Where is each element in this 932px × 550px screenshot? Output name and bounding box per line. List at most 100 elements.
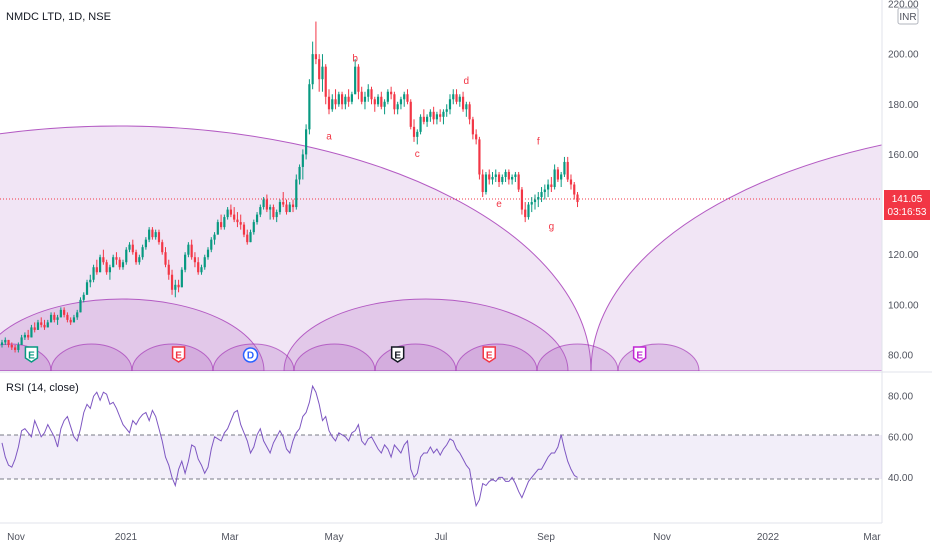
- event-badge[interactable]: E: [482, 346, 496, 363]
- candle-body: [233, 214, 236, 220]
- candle: [259, 204, 262, 218]
- candle: [53, 312, 56, 323]
- candle: [236, 212, 239, 228]
- candle: [422, 109, 425, 125]
- candle-body: [347, 96, 350, 102]
- wave-label: e: [496, 199, 502, 210]
- event-badge[interactable]: E: [171, 346, 186, 363]
- candle-body: [4, 339, 7, 343]
- candle: [115, 252, 118, 265]
- candle-body: [167, 264, 170, 275]
- candle-body: [412, 126, 416, 137]
- time-tick-label: Mar: [221, 532, 239, 543]
- candle: [69, 317, 72, 325]
- time-cycles-layer: [0, 125, 882, 371]
- candle-body: [180, 269, 183, 288]
- candle: [478, 136, 481, 180]
- candle: [282, 192, 285, 208]
- candle: [291, 199, 295, 213]
- candle: [157, 229, 161, 245]
- candle-body: [543, 189, 546, 193]
- candle-body: [265, 199, 268, 210]
- rsi-tick-label: 60.00: [888, 432, 913, 443]
- candle: [76, 309, 79, 320]
- event-badge-letter: D: [247, 351, 254, 362]
- candle-body: [311, 54, 314, 85]
- candle: [491, 171, 494, 185]
- candle: [167, 259, 170, 280]
- candle-body: [79, 299, 82, 313]
- candle: [174, 279, 177, 298]
- candle-body: [455, 94, 458, 102]
- rsi-band-fill: [0, 435, 882, 479]
- candle-body: [151, 229, 154, 238]
- currency-badge[interactable]: [897, 7, 919, 25]
- candle: [151, 227, 154, 240]
- rsi-tick-label: 80.00: [888, 392, 913, 403]
- candle-body: [569, 179, 573, 185]
- earnings-marker-icon: [632, 346, 647, 363]
- candle: [288, 202, 291, 213]
- candle-body: [95, 267, 98, 273]
- last-price-value: 141.05: [892, 194, 923, 205]
- candle: [95, 259, 98, 275]
- candle: [380, 91, 383, 110]
- candle-body: [409, 101, 412, 127]
- candle-body: [125, 249, 128, 263]
- time-tick-label: Nov: [653, 532, 671, 543]
- event-badge[interactable]: E: [390, 346, 405, 363]
- candle: [396, 101, 399, 115]
- candle: [350, 91, 353, 105]
- candle-body: [504, 171, 507, 177]
- candle: [569, 174, 573, 190]
- small-cycle-arc: [50, 343, 133, 371]
- event-badge[interactable]: D: [242, 347, 259, 363]
- candle-body: [174, 284, 177, 290]
- candle-body: [278, 202, 282, 213]
- candle-body: [514, 174, 517, 177]
- candle-body: [269, 207, 272, 210]
- chart-title: NMDC LTD, 1D, NSE: [6, 11, 111, 23]
- event-badge[interactable]: E: [24, 346, 39, 363]
- candle-body: [540, 192, 543, 198]
- candle: [30, 324, 33, 338]
- candle-body: [432, 111, 435, 120]
- candle: [334, 89, 337, 110]
- candle-body: [193, 257, 197, 263]
- candle-body: [337, 94, 340, 105]
- candle-body: [380, 96, 383, 107]
- candle-body: [517, 174, 520, 190]
- candle: [324, 64, 327, 105]
- event-badge-letter: E: [28, 351, 35, 362]
- candle-body: [85, 282, 89, 295]
- candle-body: [527, 204, 530, 218]
- candle-body: [236, 219, 239, 223]
- candle: [494, 169, 497, 182]
- rsi-tick-label: 40.00: [888, 473, 913, 484]
- candle-body: [422, 116, 425, 122]
- candle: [170, 269, 174, 295]
- candle: [501, 174, 504, 185]
- candle: [112, 254, 115, 268]
- candle: [550, 176, 553, 193]
- candle: [540, 187, 543, 203]
- candle-body: [108, 267, 112, 273]
- candle-body: [249, 232, 252, 243]
- earnings-marker-icon: [171, 346, 186, 363]
- candle: [337, 91, 340, 107]
- candle: [161, 239, 164, 255]
- candle: [511, 174, 514, 185]
- candle-body: [13, 347, 17, 350]
- candle-body: [223, 217, 226, 228]
- candle: [177, 279, 180, 293]
- candle: [197, 257, 200, 275]
- candle: [141, 244, 144, 260]
- candle: [295, 174, 298, 210]
- candle-body: [164, 252, 167, 265]
- candle-body: [373, 99, 376, 105]
- event-badge[interactable]: E: [632, 346, 647, 363]
- candle-body: [206, 249, 210, 258]
- candle: [393, 91, 396, 115]
- candle-body: [321, 66, 324, 80]
